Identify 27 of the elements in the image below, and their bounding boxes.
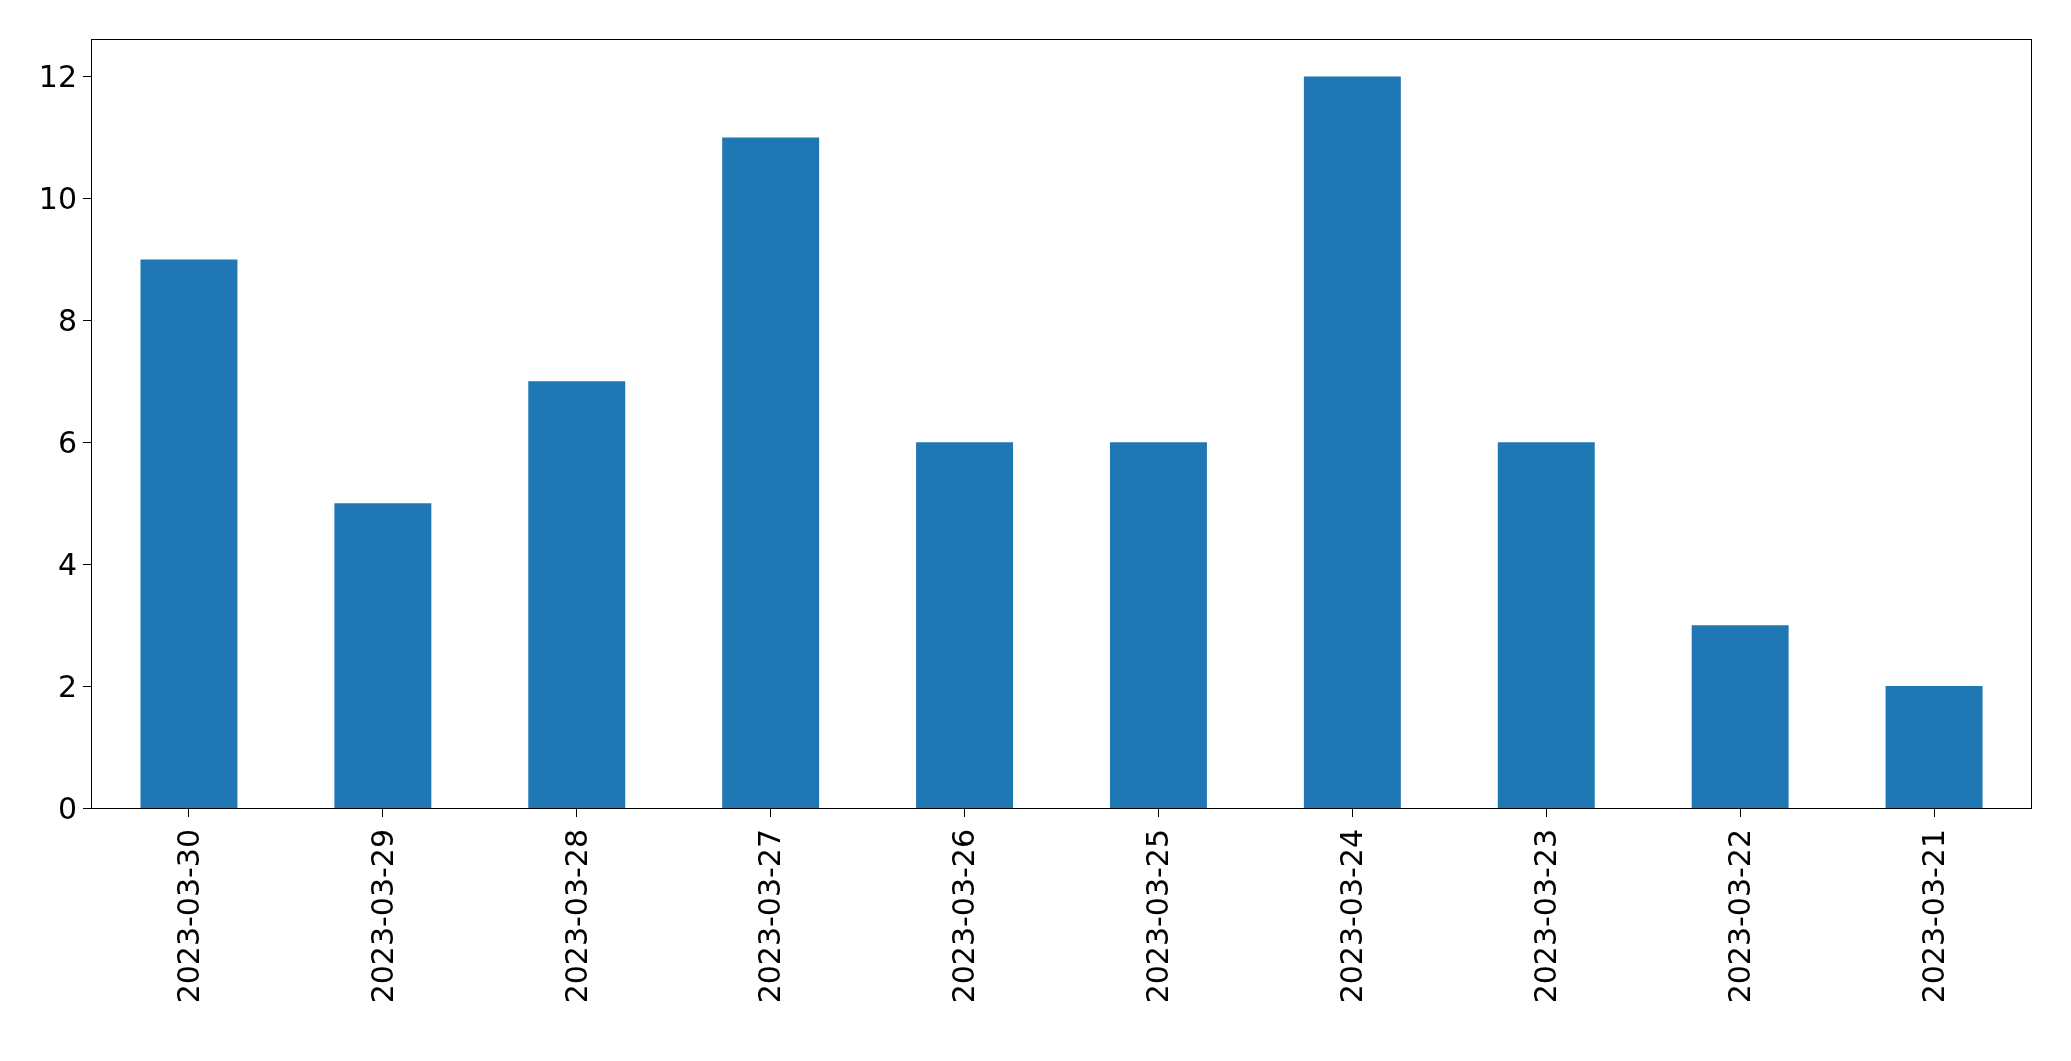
x-tick-label: 2023-03-24 [1334,829,1370,1004]
bar [916,442,1014,808]
x-tick-label: 2023-03-27 [752,829,788,1004]
x-tick-label: 2023-03-26 [946,829,982,1004]
bar [1691,625,1789,808]
bar [722,137,820,808]
y-tick-label: 10 [38,180,77,216]
x-tick-label: 2023-03-21 [1915,829,1951,1004]
x-tick-label: 2023-03-25 [1140,829,1176,1004]
x-tick-label: 2023-03-22 [1721,829,1757,1004]
bar [1303,76,1401,808]
y-tick-label: 4 [57,546,77,582]
bar [528,381,626,808]
y-tick-label: 12 [38,59,77,95]
y-tick-label: 2 [57,668,77,704]
bar [140,259,238,808]
bar [334,503,432,808]
bar [1885,686,1983,808]
x-tick-label: 2023-03-23 [1528,829,1563,1004]
bar [1497,442,1595,808]
x-tick-label: 2023-03-30 [170,829,206,1004]
x-tick-label: 2023-03-28 [558,829,594,1004]
x-tick-label: 2023-03-29 [364,829,400,1004]
y-tick-label: 8 [57,302,77,338]
y-tick-label: 0 [57,790,77,826]
bar [1109,442,1207,808]
y-tick-label: 6 [57,424,77,460]
